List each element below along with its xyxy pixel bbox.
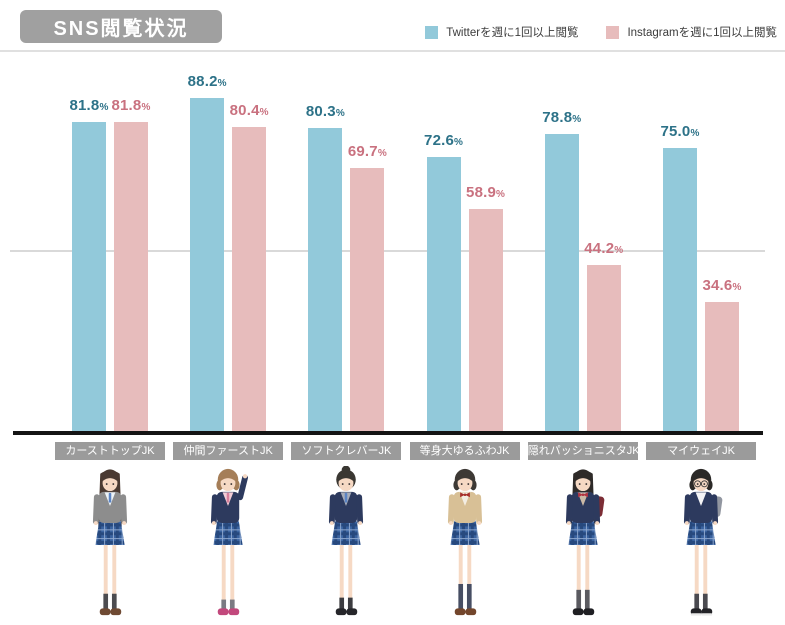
value-number: 88.2: [187, 72, 218, 90]
instagram-bar-6: [705, 301, 739, 433]
instagram-bar-5: [586, 265, 621, 433]
category-label-3: ソフトクレバーJK: [291, 442, 402, 460]
value-number: 69.7: [347, 143, 378, 161]
gridline: [10, 250, 765, 252]
value-number: 75.0: [660, 123, 691, 140]
value-unit: %: [141, 102, 151, 114]
value-unit: %: [732, 281, 742, 293]
twitter-value-label-3: 80.3%: [290, 103, 360, 120]
value-unit: %: [217, 77, 227, 89]
instagram-value-label-2: 80.4%: [214, 102, 284, 119]
value-unit: %: [335, 107, 345, 119]
twitter-value-label-5: 78.8%: [527, 109, 597, 126]
category-label-1: カーストトップJK: [55, 442, 165, 460]
twitter-value-label-4: 72.6%: [409, 132, 479, 149]
value-unit: %: [99, 102, 109, 114]
legend-item-instagram: Instagramを週に1回以上閲覧: [606, 24, 777, 40]
value-number: 44.2: [584, 240, 615, 258]
instagram-bar-3: [350, 168, 385, 433]
value-unit: %: [454, 137, 464, 149]
instagram-bar-2: [232, 127, 267, 433]
category-label-6: マイウェイJK: [646, 442, 756, 460]
value-unit: %: [496, 189, 506, 201]
legend-label: Twitterを週に1回以上閲覧: [446, 27, 579, 39]
value-number: 78.8: [542, 108, 573, 126]
value-number: 80.4: [229, 102, 260, 120]
value-unit: %: [572, 113, 582, 125]
category-label-4: 等身大ゆるふわJK: [409, 442, 520, 460]
legend-label: Instagramを週に1回以上閲覧: [627, 27, 777, 39]
instagram-value-label-6: 34.6%: [687, 277, 757, 294]
value-number: 80.3: [305, 102, 336, 120]
value-number: 81.8: [69, 97, 100, 115]
value-unit: %: [377, 148, 387, 160]
twitter-bar-3: [308, 127, 343, 433]
legend-item-twitter: Twitterを週に1回以上閲覧: [425, 24, 578, 40]
instagram-bar-4: [468, 209, 503, 433]
instagram-value-label-1: 81.8%: [96, 97, 166, 114]
chart-legend: Twitterを週に1回以上閲覧 Instagramを週に1回以上閲覧: [425, 24, 777, 40]
instagram-value-label-5: 44.2%: [569, 240, 639, 257]
category-label-5: 隠れパッショニスタJK: [527, 442, 638, 460]
value-number: 58.9: [466, 184, 497, 202]
twitter-bar-2: [190, 97, 225, 433]
header-divider: [0, 50, 785, 52]
value-unit: %: [690, 128, 700, 139]
twitter-value-label-2: 88.2%: [172, 73, 242, 90]
twitter-bar-5: [544, 133, 579, 433]
twitter-bar-4: [426, 157, 461, 433]
value-number: 72.6: [424, 132, 455, 150]
value-number: 81.8: [111, 97, 142, 115]
x-axis-line: [13, 431, 763, 435]
instagram-bar-1: [114, 122, 148, 433]
value-unit: %: [259, 107, 269, 119]
value-number: 34.6: [702, 276, 733, 294]
instagram-value-label-4: 58.9%: [451, 184, 521, 201]
legend-swatch: [425, 25, 439, 39]
twitter-bar-1: [72, 122, 106, 433]
page-title-text: SNS閲覧状況: [53, 18, 189, 40]
page-title: SNS閲覧状況: [20, 10, 222, 43]
value-unit: %: [614, 245, 624, 257]
category-label-2: 仲間ファーストJK: [173, 442, 284, 460]
twitter-value-label-6: 75.0%: [645, 123, 715, 140]
twitter-value-label-1: 81.8%: [54, 97, 124, 114]
legend-swatch: [606, 25, 620, 39]
instagram-value-label-3: 69.7%: [332, 143, 402, 160]
twitter-bar-6: [663, 148, 697, 433]
